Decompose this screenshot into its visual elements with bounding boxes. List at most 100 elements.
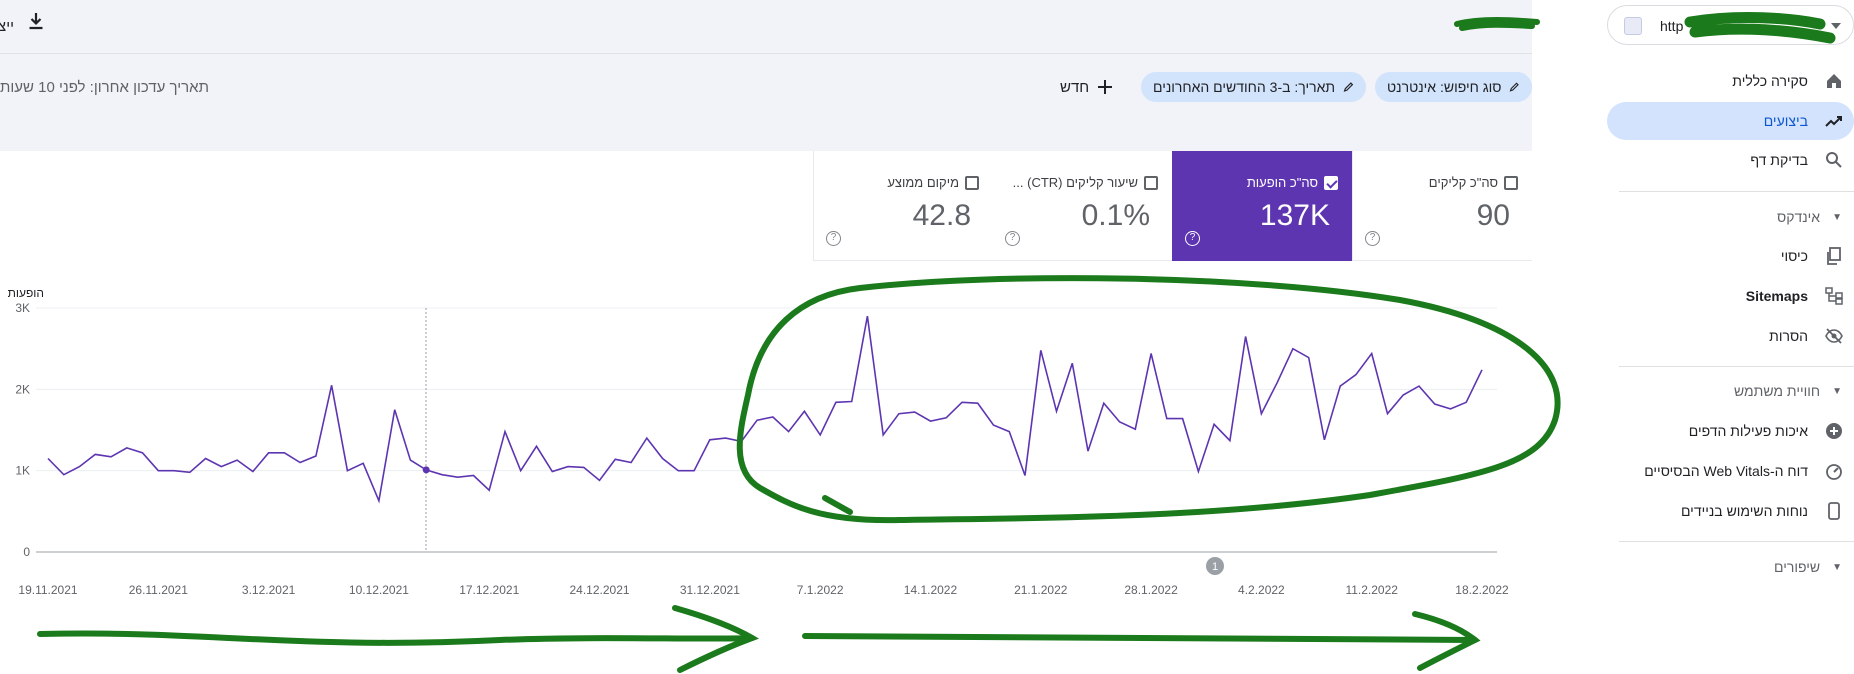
x-tick-label: 24.12.2021	[570, 583, 630, 597]
chevron-down-icon	[1831, 23, 1841, 29]
pencil-icon	[1343, 82, 1354, 92]
x-tick-label: 7.1.2022	[797, 583, 844, 597]
filter-bar: תאריך עדכון אחרון: לפני 10 שעות חדש תארי…	[0, 70, 1532, 104]
sidebar-section-index[interactable]: ▼ אינדקס	[1607, 202, 1854, 232]
last-updated-text: תאריך עדכון אחרון: לפני 10 שעות	[0, 79, 209, 96]
sidebar-divider	[1619, 366, 1854, 367]
metric-value: 90	[1476, 199, 1510, 232]
sidebar-item-core-web-vitals[interactable]: דוח ה-Web Vitals הבסיסיים	[1607, 452, 1854, 490]
x-tick-label: 17.12.2021	[459, 583, 519, 597]
x-tick-label: 14.1.2022	[904, 583, 958, 597]
sidebar-item-coverage[interactable]: כיסוי	[1607, 237, 1854, 275]
annotation-label: 1	[1212, 561, 1218, 573]
help-icon[interactable]: ?	[1005, 231, 1020, 246]
metric-total-impressions[interactable]: סה"כ הופעות 137K ?	[1172, 151, 1352, 261]
checkbox-icon[interactable]	[1144, 175, 1158, 190]
x-tick-label: 3.12.2021	[242, 583, 296, 597]
sidebar-item-label: דוח ה-Web Vitals הבסיסיים	[1644, 463, 1808, 479]
help-icon[interactable]: ?	[1185, 231, 1200, 246]
metric-value: 137K	[1259, 199, 1330, 232]
sidebar-item-url-inspection[interactable]: בדיקת דף	[1607, 141, 1854, 179]
checkbox-checked-icon[interactable]	[1324, 175, 1338, 190]
new-filter-button[interactable]: חדש	[1060, 72, 1113, 102]
metric-value: 0.1%	[1081, 199, 1150, 232]
export-label: ייצא	[0, 18, 14, 35]
home-icon	[1814, 72, 1854, 90]
x-tick-label: 28.1.2022	[1124, 583, 1178, 597]
sidebar-item-sitemaps[interactable]: Sitemaps	[1607, 277, 1854, 315]
date-filter-chip[interactable]: תאריך: ב-3 החודשים האחרונים	[1141, 72, 1366, 102]
sidebar-section-experience[interactable]: ▼ חוויית משתמש	[1607, 376, 1854, 406]
metric-label: מיקום ממוצע	[887, 175, 959, 190]
y-tick-label: 2K	[15, 382, 30, 396]
search-type-label: סוג חיפוש: אינטרנט	[1387, 79, 1502, 95]
plus-circle-icon	[1814, 422, 1854, 440]
metric-label: שיעור קליקים (CTR) ...	[1012, 175, 1138, 190]
chevron-down-icon: ▼	[1832, 385, 1842, 397]
x-tick-label: 18.2.2022	[1455, 583, 1509, 597]
metric-label: סה"כ הופעות	[1246, 175, 1318, 190]
metric-value: 42.8	[912, 199, 971, 232]
section-label: אינדקס	[1777, 209, 1821, 225]
sidebar-item-label: איכות פעילות הדפים	[1688, 423, 1808, 439]
new-filter-label: חדש	[1060, 78, 1090, 96]
y-tick-label: 0	[23, 545, 30, 559]
sidebar-item-label: כיסוי	[1780, 248, 1808, 264]
site-favicon-icon	[1624, 17, 1642, 35]
property-url: http	[1660, 18, 1684, 34]
trending-up-icon	[1814, 112, 1854, 130]
sidebar-item-page-experience[interactable]: איכות פעילות הדפים	[1607, 412, 1854, 450]
metric-label: סה"כ קליקים	[1428, 175, 1498, 190]
annotation-marker[interactable]: 1	[1206, 557, 1224, 575]
x-tick-label: 10.12.2021	[349, 583, 409, 597]
gauge-icon	[1814, 462, 1854, 480]
section-label: שיפורים	[1774, 559, 1821, 575]
date-filter-label: תאריך: ב-3 החודשים האחרונים	[1153, 79, 1336, 95]
x-tick-label: 21.1.2022	[1014, 583, 1068, 597]
impressions-series-line	[47, 315, 1483, 504]
sidebar-item-overview[interactable]: סקירה כללית	[1607, 62, 1854, 100]
sidebar-item-label: הסרות	[1769, 328, 1808, 344]
checkbox-icon[interactable]	[1504, 175, 1518, 190]
metric-average-position[interactable]: מיקום ממוצע 42.8 ?	[813, 151, 993, 261]
y-tick-label: 3K	[15, 301, 30, 315]
sidebar-divider	[1619, 191, 1854, 192]
y-tick-label: 1K	[15, 464, 30, 478]
x-tick-label: 31.12.2021	[680, 583, 740, 597]
help-icon[interactable]: ?	[1365, 231, 1380, 246]
search-type-chip[interactable]: סוג חיפוש: אינטרנט	[1375, 72, 1532, 102]
sidebar-section-enhancements[interactable]: ▼ שיפורים	[1607, 552, 1854, 582]
eye-off-icon	[1814, 327, 1854, 345]
sidebar-item-label: סקירה כללית	[1732, 73, 1808, 89]
hover-point	[422, 466, 430, 474]
search-icon	[1814, 151, 1854, 169]
help-icon[interactable]: ?	[826, 231, 841, 246]
sidebar: http סקירה כללית ביצועים בדיקת דף ▼ אינד…	[1607, 0, 1854, 674]
phone-icon	[1814, 502, 1854, 520]
x-tick-label: 19.11.2021	[18, 583, 77, 597]
x-tick-label: 4.2.2022	[1238, 583, 1285, 597]
sidebar-divider	[1619, 541, 1854, 542]
x-tick-label: 26.11.2021	[129, 583, 188, 597]
chevron-down-icon: ▼	[1832, 561, 1842, 573]
checkbox-icon[interactable]	[965, 175, 979, 190]
x-tick-label: 11.2.2022	[1345, 583, 1398, 597]
section-label: חוויית משתמש	[1733, 383, 1821, 399]
chevron-down-icon: ▼	[1832, 211, 1842, 223]
metric-ctr[interactable]: שיעור קליקים (CTR) ... 0.1% ?	[992, 151, 1172, 261]
metric-total-clicks[interactable]: סה"כ קליקים 90 ?	[1352, 151, 1532, 261]
sidebar-item-performance[interactable]: ביצועים	[1607, 102, 1854, 140]
sidebar-item-removals[interactable]: הסרות	[1607, 317, 1854, 355]
plus-icon	[1098, 80, 1113, 94]
copy-icon	[1814, 247, 1854, 265]
sidebar-item-label: נוחות השימוש בניידים	[1680, 503, 1808, 519]
top-bar: ייצא	[0, 0, 1540, 54]
y-axis-title: הופעות	[8, 286, 44, 300]
sidebar-item-label: Sitemaps	[1745, 288, 1808, 304]
pencil-icon	[1510, 82, 1520, 92]
property-selector[interactable]: http	[1607, 5, 1854, 45]
download-icon	[29, 13, 43, 30]
redacted-scribble	[1454, 17, 1540, 31]
sidebar-item-mobile-usability[interactable]: נוחות השימוש בניידים	[1607, 492, 1854, 530]
sidebar-item-label: בדיקת דף	[1750, 152, 1808, 168]
